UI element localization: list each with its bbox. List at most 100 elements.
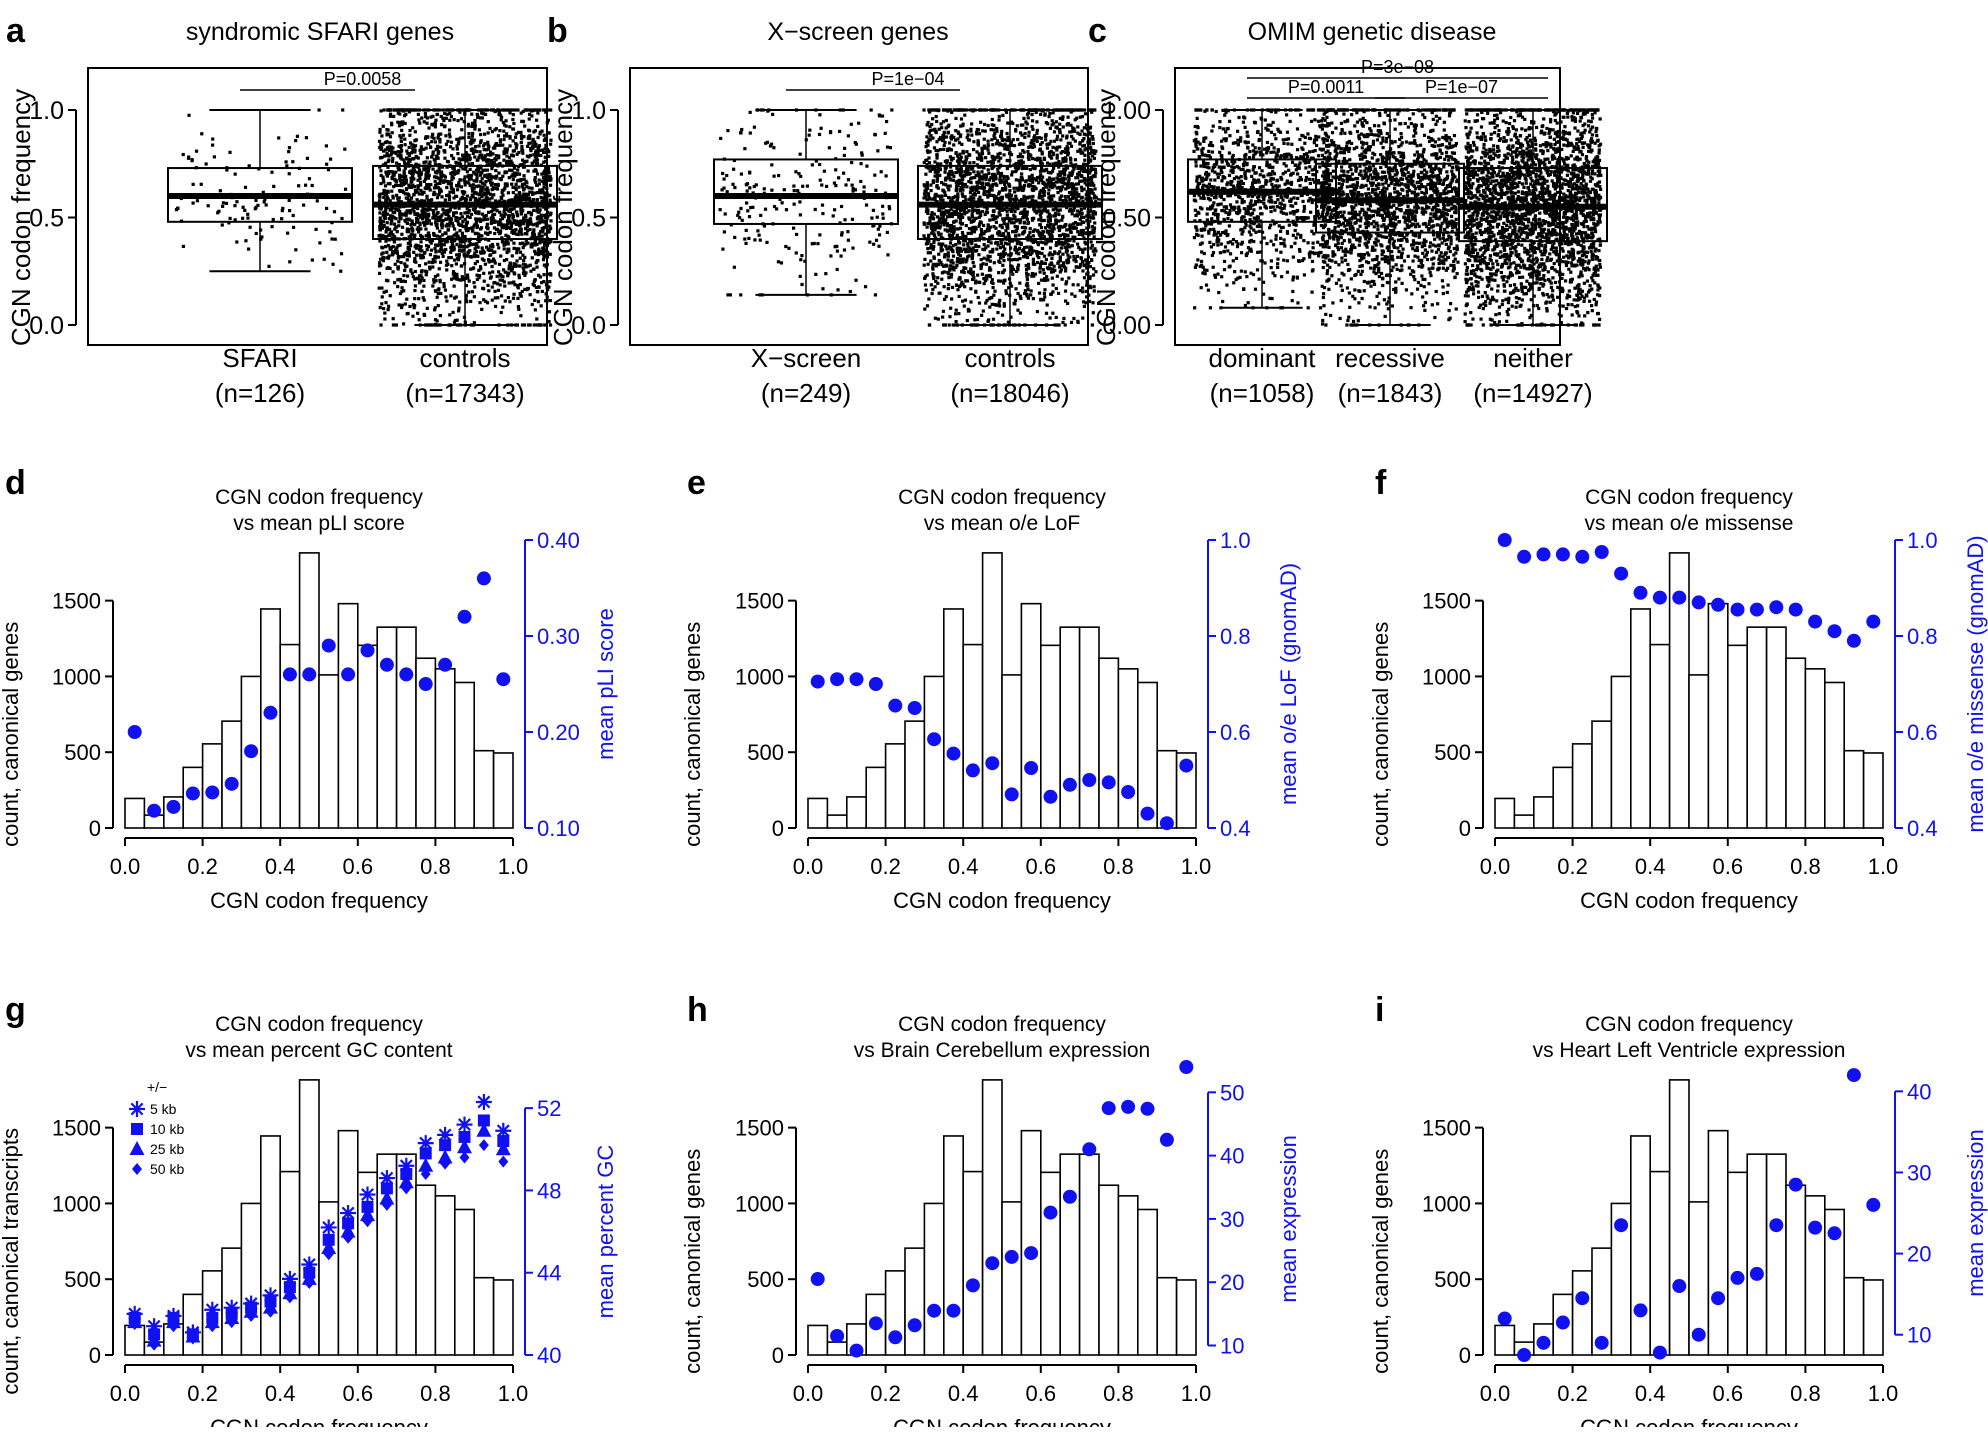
data-point: [207, 204, 210, 207]
data-point: [1027, 183, 1030, 186]
data-point: [1067, 195, 1070, 198]
data-point: [533, 299, 536, 302]
data-point: [525, 195, 528, 198]
data-point: [378, 211, 381, 214]
data-point: [544, 166, 547, 169]
data-point: [494, 169, 497, 172]
data-point: [538, 323, 541, 326]
data-point: [1056, 176, 1059, 179]
data-point: [818, 233, 821, 236]
data-point: [519, 257, 522, 260]
data-point: [305, 136, 308, 139]
data-point: [511, 127, 514, 130]
data-point: [434, 119, 437, 122]
data-point: [443, 243, 446, 246]
data-point: [511, 186, 514, 189]
data-point: [483, 183, 486, 186]
data-point: [540, 304, 543, 307]
data-point: [437, 219, 440, 222]
data-point: [504, 271, 507, 274]
data-point: [408, 146, 411, 149]
data-point: [481, 156, 484, 159]
data-point: [281, 209, 284, 212]
data-point: [387, 197, 390, 200]
data-point: [391, 157, 394, 160]
data-point: [771, 113, 774, 116]
data-point: [825, 185, 828, 188]
data-point: [481, 193, 484, 196]
data-point: [958, 295, 961, 298]
data-point: [859, 162, 862, 165]
data-point: [522, 174, 525, 177]
data-point: [420, 116, 423, 119]
data-point: [1035, 120, 1038, 123]
data-point: [801, 185, 804, 188]
data-point: [455, 273, 458, 276]
data-point: [997, 260, 1000, 263]
data-point: [228, 151, 231, 154]
data-point: [922, 196, 925, 199]
data-point: [933, 146, 936, 149]
data-point: [808, 129, 811, 132]
data-point: [969, 128, 972, 131]
data-point: [986, 161, 989, 164]
data-point: [542, 161, 545, 164]
data-point: [870, 108, 873, 111]
data-point: [444, 240, 447, 243]
data-point: [541, 230, 544, 233]
data-point: [425, 171, 428, 174]
data-point: [1027, 134, 1030, 137]
data-point: [411, 315, 414, 318]
data-point: [391, 215, 394, 218]
data-point: [441, 208, 444, 211]
data-point: [217, 210, 220, 213]
data-point: [965, 185, 968, 188]
data-point: [1011, 230, 1014, 233]
data-point: [519, 131, 522, 134]
data-point: [936, 215, 939, 218]
data-point: [512, 297, 515, 300]
data-point: [424, 212, 427, 215]
data-point: [470, 177, 473, 180]
data-point: [814, 208, 817, 211]
data-point: [878, 233, 881, 236]
data-point: [843, 248, 846, 251]
data-point: [1025, 215, 1028, 218]
data-point: [409, 268, 412, 271]
data-point: [419, 274, 422, 277]
data-point: [1031, 272, 1034, 275]
data-point: [512, 242, 515, 245]
data-point: [341, 108, 344, 111]
data-point: [983, 282, 986, 285]
data-point: [763, 187, 766, 190]
data-point: [471, 162, 474, 165]
data-point: [469, 168, 472, 171]
data-point: [424, 262, 427, 265]
data-point: [740, 172, 743, 175]
data-point: [1043, 272, 1046, 275]
data-point: [263, 200, 266, 203]
data-point: [1084, 258, 1087, 261]
data-point: [726, 129, 729, 132]
data-point: [799, 258, 802, 261]
data-point: [448, 135, 451, 138]
data-point: [516, 172, 519, 175]
data-point: [476, 224, 479, 227]
data-point: [399, 255, 402, 258]
data-point: [394, 263, 397, 266]
data-point: [1025, 127, 1028, 130]
data-point: [956, 323, 959, 326]
data-point: [943, 285, 946, 288]
data-point: [387, 308, 390, 311]
data-point: [1019, 131, 1022, 134]
data-point: [409, 223, 412, 226]
data-point: [1051, 312, 1054, 315]
data-point: [414, 139, 417, 142]
data-point: [436, 113, 439, 116]
panel-letter: b: [547, 12, 568, 50]
data-point: [213, 155, 216, 158]
data-point: [948, 141, 951, 144]
data-point: [531, 147, 534, 150]
